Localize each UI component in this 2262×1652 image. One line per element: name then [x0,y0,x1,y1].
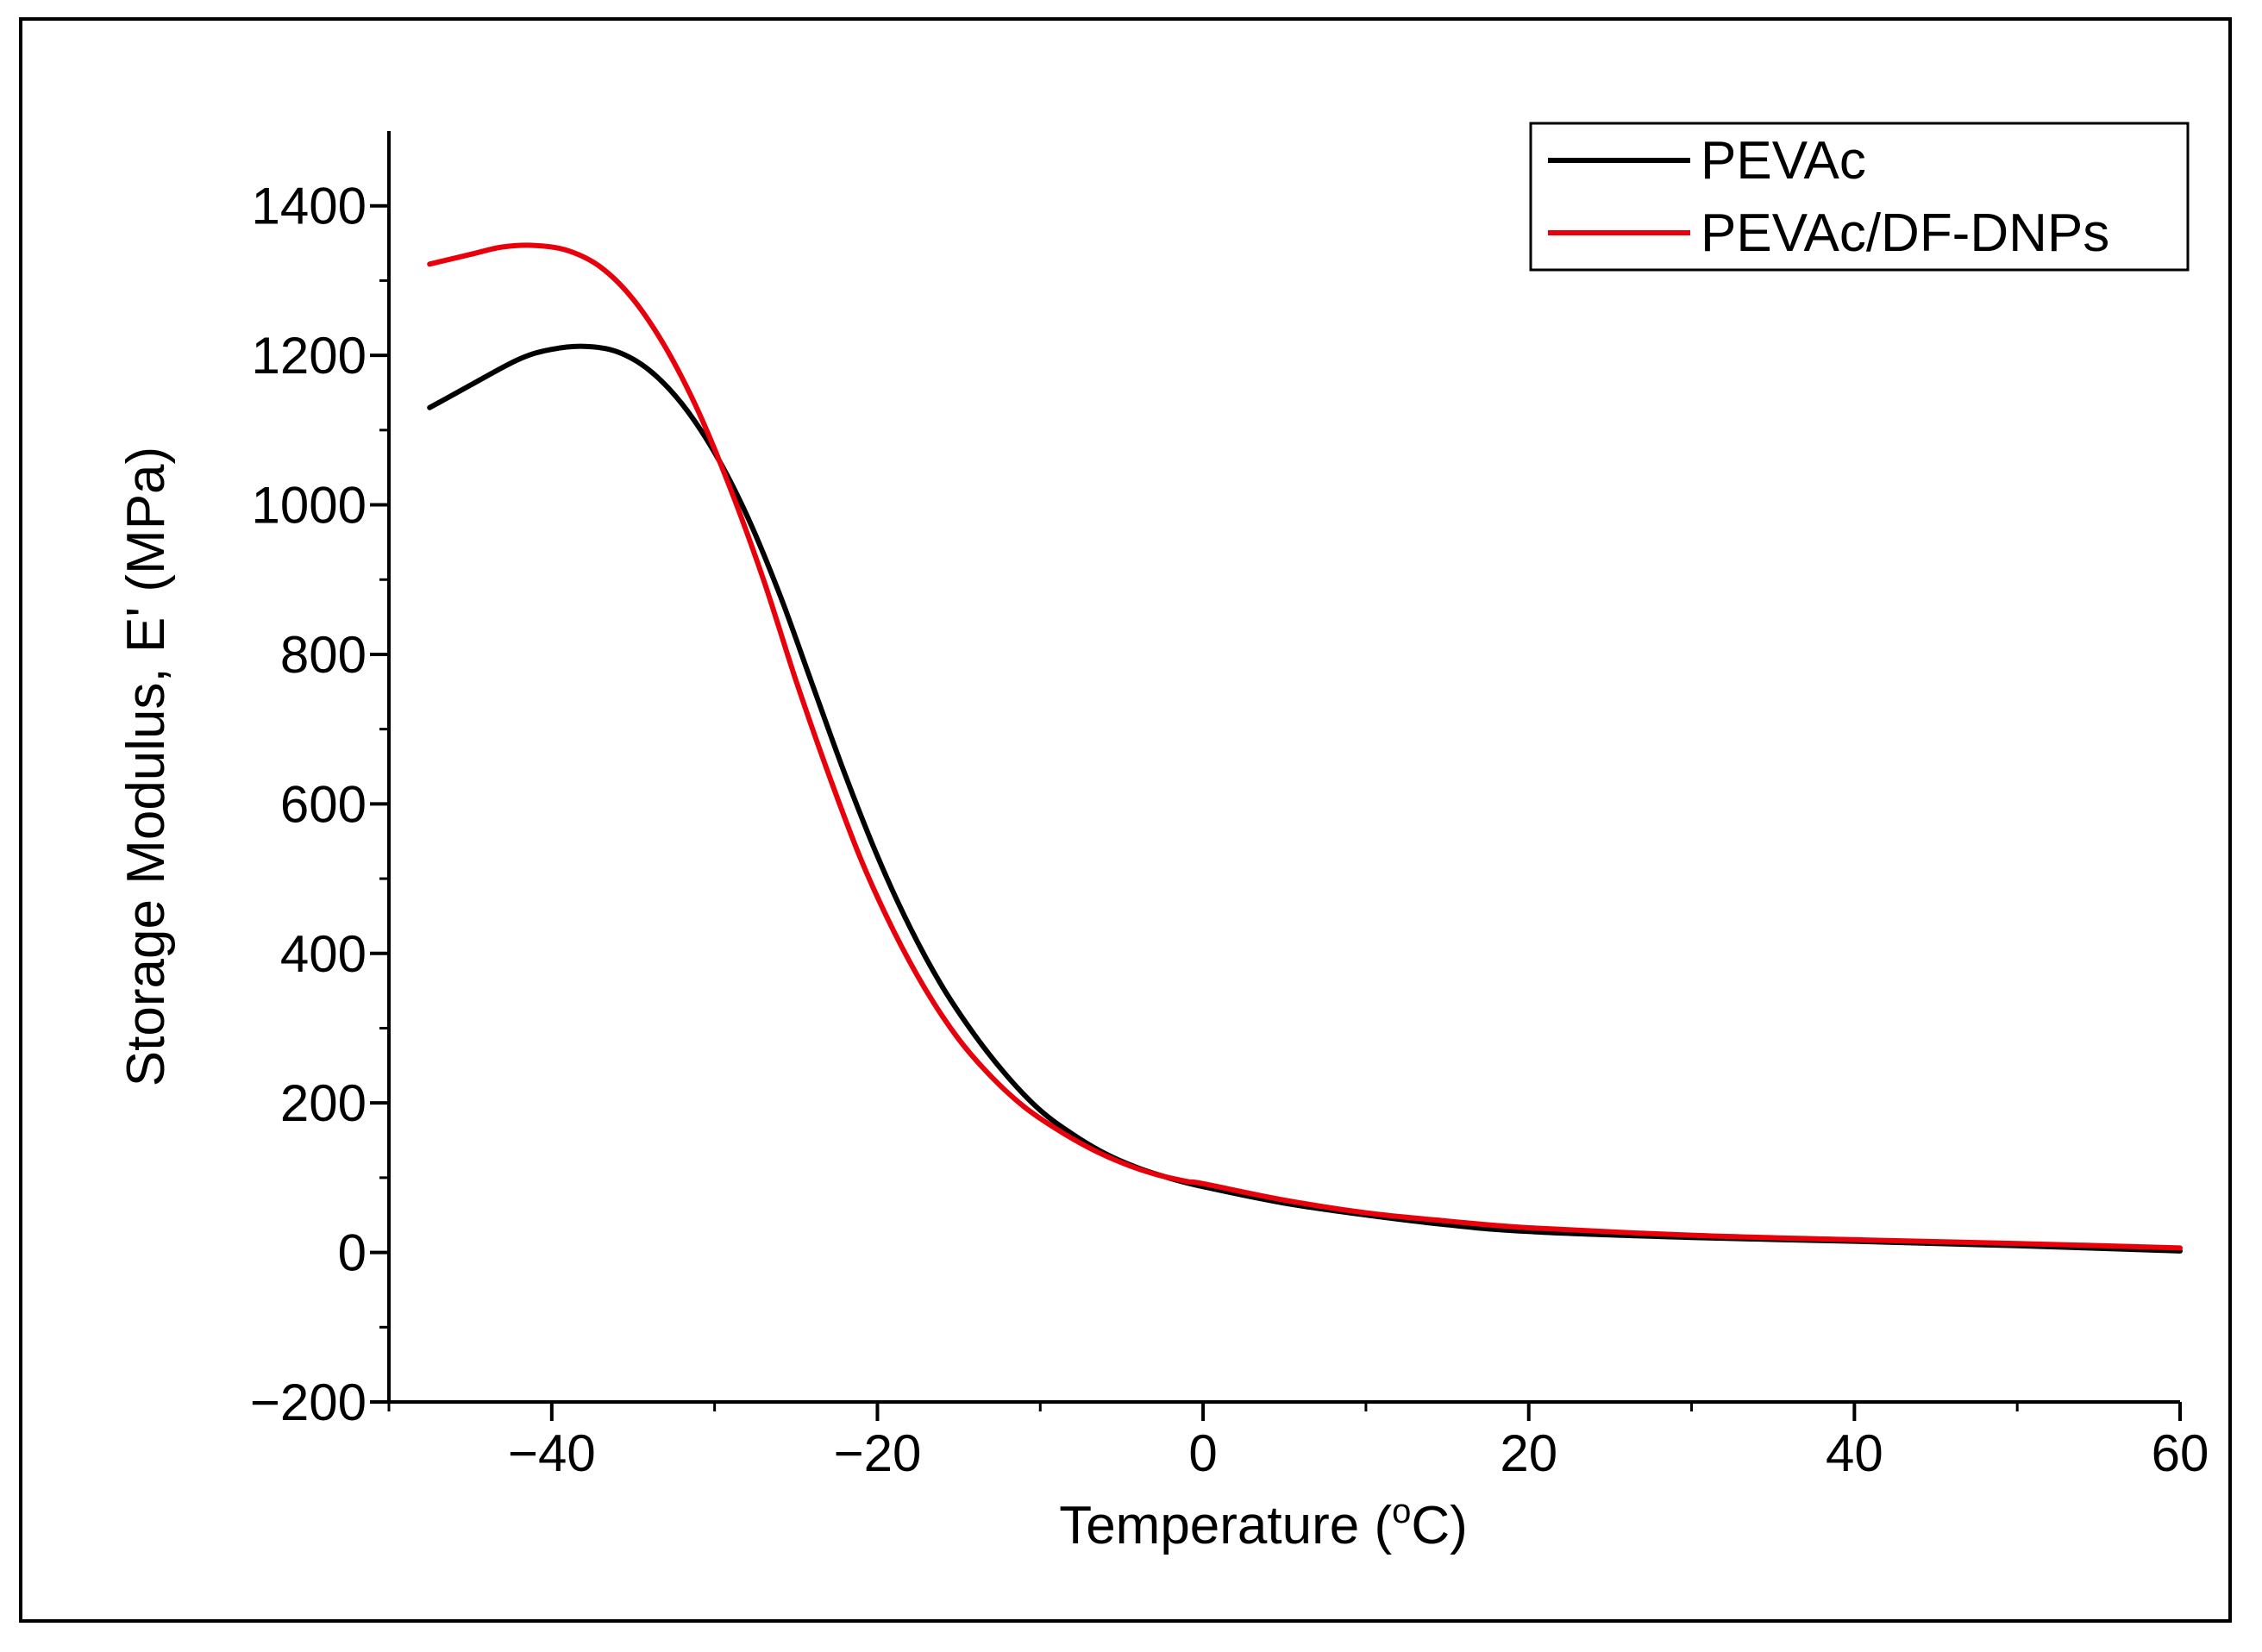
x-axis-title-main: Temperature ( [1059,1496,1392,1555]
x-tick-label: 20 [1500,1424,1557,1482]
x-axis-title: Temperature (oC) [1059,1492,1468,1555]
series-line-pevac-df-dnps [427,242,2183,1251]
legend-box [1529,122,2190,272]
x-tick-label: −20 [834,1424,922,1482]
y-tick-label: 0 [338,1224,367,1282]
x-tick-label: 60 [2152,1424,2209,1482]
y-tick-label: 1200 [252,327,367,385]
legend-label-pevac: PEVAc [1701,131,1866,191]
x-tick-label: −40 [508,1424,596,1482]
series-lines [427,242,2183,1254]
x-tick-label: 0 [1188,1424,1217,1482]
x-tick-label: 40 [1826,1424,1883,1482]
y-tick-label: 1000 [252,477,367,535]
series-line-pevac [427,343,2183,1254]
y-tick-label: 1400 [252,178,367,235]
y-axis-title: Storage Modulus, E' (MPa) [116,447,176,1086]
legend-label-pevac-df-dnps: PEVAc/DF-DNPs [1701,203,2109,263]
x-ticks: −40 −20 0 20 40 60 [387,1402,2209,1482]
y-tick-label: 800 [280,626,367,684]
x-axis-title-unit: C) [1411,1496,1467,1555]
y-tick-label: −200 [250,1374,367,1431]
y-tick-label: 600 [280,775,367,833]
x-axis-title-sup: o [1392,1492,1411,1530]
legend: PEVAc PEVAc/DF-DNPs [1529,122,2190,272]
y-tick-label: 200 [280,1074,367,1132]
y-ticks: −200 0 200 400 600 800 1000 1200 1400 [250,178,389,1431]
y-tick-label: 400 [280,925,367,983]
